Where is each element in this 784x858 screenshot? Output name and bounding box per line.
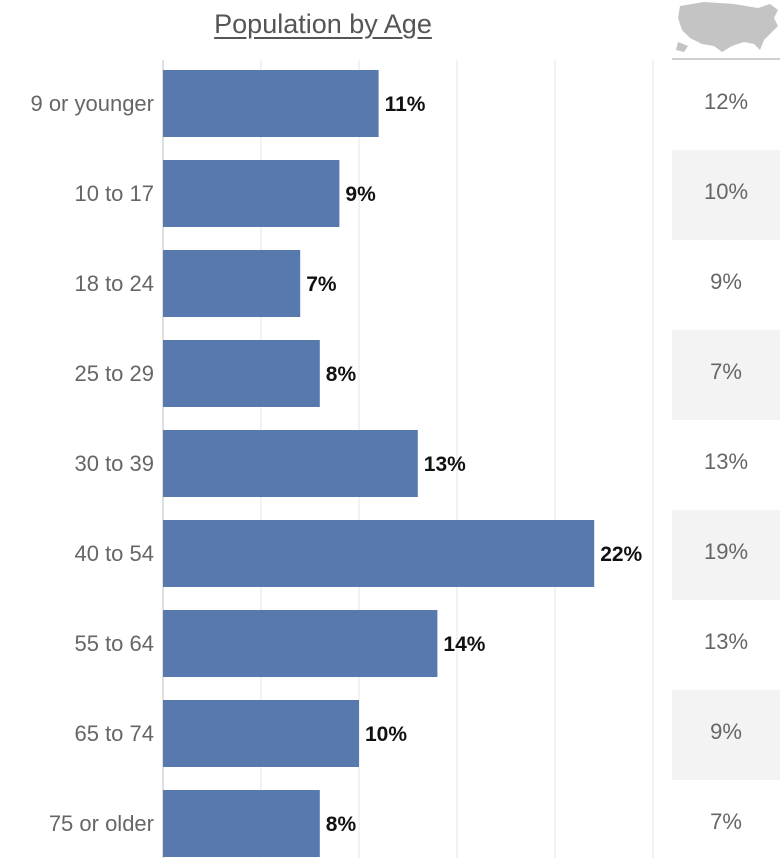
value-label: 8% xyxy=(326,813,357,836)
chart-title: Population by Age xyxy=(214,9,432,39)
category-labels: 9 or younger 10 to 17 18 to 24 25 to 29 30 t… xyxy=(30,91,154,836)
category-label: 40 to 54 xyxy=(74,541,154,566)
comparison-value: 13% xyxy=(704,629,748,654)
comparison-value: 19% xyxy=(704,539,748,564)
comparison-value: 7% xyxy=(710,809,742,834)
comparison-stripe xyxy=(672,510,780,600)
category-label: 25 to 29 xyxy=(74,361,154,386)
comparison-value: 12% xyxy=(704,89,748,114)
category-label: 10 to 17 xyxy=(74,181,154,206)
comparison-value: 10% xyxy=(704,179,748,204)
value-labels: 11% 9% 7% 8% 13% 22% 14% 10% 8% xyxy=(306,93,642,836)
comparison-stripes xyxy=(672,150,780,780)
value-label: 9% xyxy=(345,183,376,206)
value-label: 22% xyxy=(600,543,642,566)
value-label: 7% xyxy=(306,273,337,296)
comparison-value: 9% xyxy=(710,269,742,294)
comparison-labels: 12% 10% 9% 7% 13% 19% 13% 9% 7% xyxy=(704,89,748,834)
value-label: 13% xyxy=(424,453,466,476)
comparison-value: 13% xyxy=(704,449,748,474)
bar xyxy=(163,700,359,767)
category-label: 9 or younger xyxy=(30,91,154,116)
value-label: 10% xyxy=(365,723,407,746)
value-label: 14% xyxy=(443,633,485,656)
bar xyxy=(163,250,301,317)
comparison-stripe xyxy=(672,330,780,420)
comparison-value: 9% xyxy=(710,719,742,744)
bar xyxy=(163,520,595,587)
comparison-stripe xyxy=(672,150,780,240)
us-map-shape xyxy=(676,2,778,52)
comparison-value: 7% xyxy=(710,359,742,384)
category-label: 65 to 74 xyxy=(74,721,154,746)
bars xyxy=(163,70,595,857)
bar xyxy=(163,340,320,407)
category-label: 30 to 39 xyxy=(74,451,154,476)
us-map-icon xyxy=(676,2,778,52)
value-label: 8% xyxy=(326,363,357,386)
category-label: 18 to 24 xyxy=(74,271,154,296)
bar xyxy=(163,160,340,227)
bar xyxy=(163,430,418,497)
bar xyxy=(163,610,438,677)
bar xyxy=(163,70,379,137)
bar xyxy=(163,790,320,857)
category-label: 55 to 64 xyxy=(74,631,154,656)
category-label: 75 or older xyxy=(49,811,154,836)
comparison-stripe xyxy=(672,690,780,780)
value-label: 11% xyxy=(385,93,426,116)
comparison-header-divider xyxy=(672,58,780,60)
